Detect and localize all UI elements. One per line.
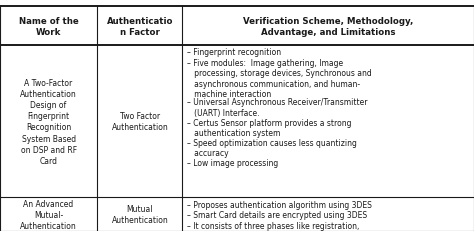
Text: – Smart Card details are encrypted using 3DES: – Smart Card details are encrypted using… [187, 210, 367, 219]
Text: An Advanced
Mutual-
Authentication: An Advanced Mutual- Authentication [20, 199, 77, 230]
Text: – Proposes authentication algorithm using 3DES: – Proposes authentication algorithm usin… [187, 200, 372, 209]
Text: Verification Scheme, Methodology,
Advantage, and Limitations: Verification Scheme, Methodology, Advant… [243, 17, 413, 36]
Text: – Speed optimization causes less quantizing
   accuracy: – Speed optimization causes less quantiz… [187, 138, 357, 158]
Text: – Fingerprint recognition: – Fingerprint recognition [187, 48, 282, 57]
Text: Two Factor
Authentication: Two Factor Authentication [111, 112, 168, 132]
Text: – Certus Sensor platform provides a strong
   authentication system: – Certus Sensor platform provides a stro… [187, 118, 352, 137]
Text: Authenticatio
n Factor: Authenticatio n Factor [107, 17, 173, 36]
Text: Mutual
Authentication: Mutual Authentication [111, 204, 168, 224]
Text: – Five modules:  Image gathering, Image
   processing, storage devices, Synchron: – Five modules: Image gathering, Image p… [187, 59, 372, 99]
Text: – Universal Asynchronous Receiver/Transmitter
   (UART) Interface.: – Universal Asynchronous Receiver/Transm… [187, 98, 368, 117]
Text: – Low image processing: – Low image processing [187, 158, 279, 167]
Text: – It consists of three phases like registration,: – It consists of three phases like regis… [187, 221, 360, 230]
Text: Name of the
Work: Name of the Work [18, 17, 79, 36]
Text: A Two-Factor
Authentication
Design of
Fingerprint
Recognition
System Based
on DS: A Two-Factor Authentication Design of Fi… [20, 79, 77, 165]
